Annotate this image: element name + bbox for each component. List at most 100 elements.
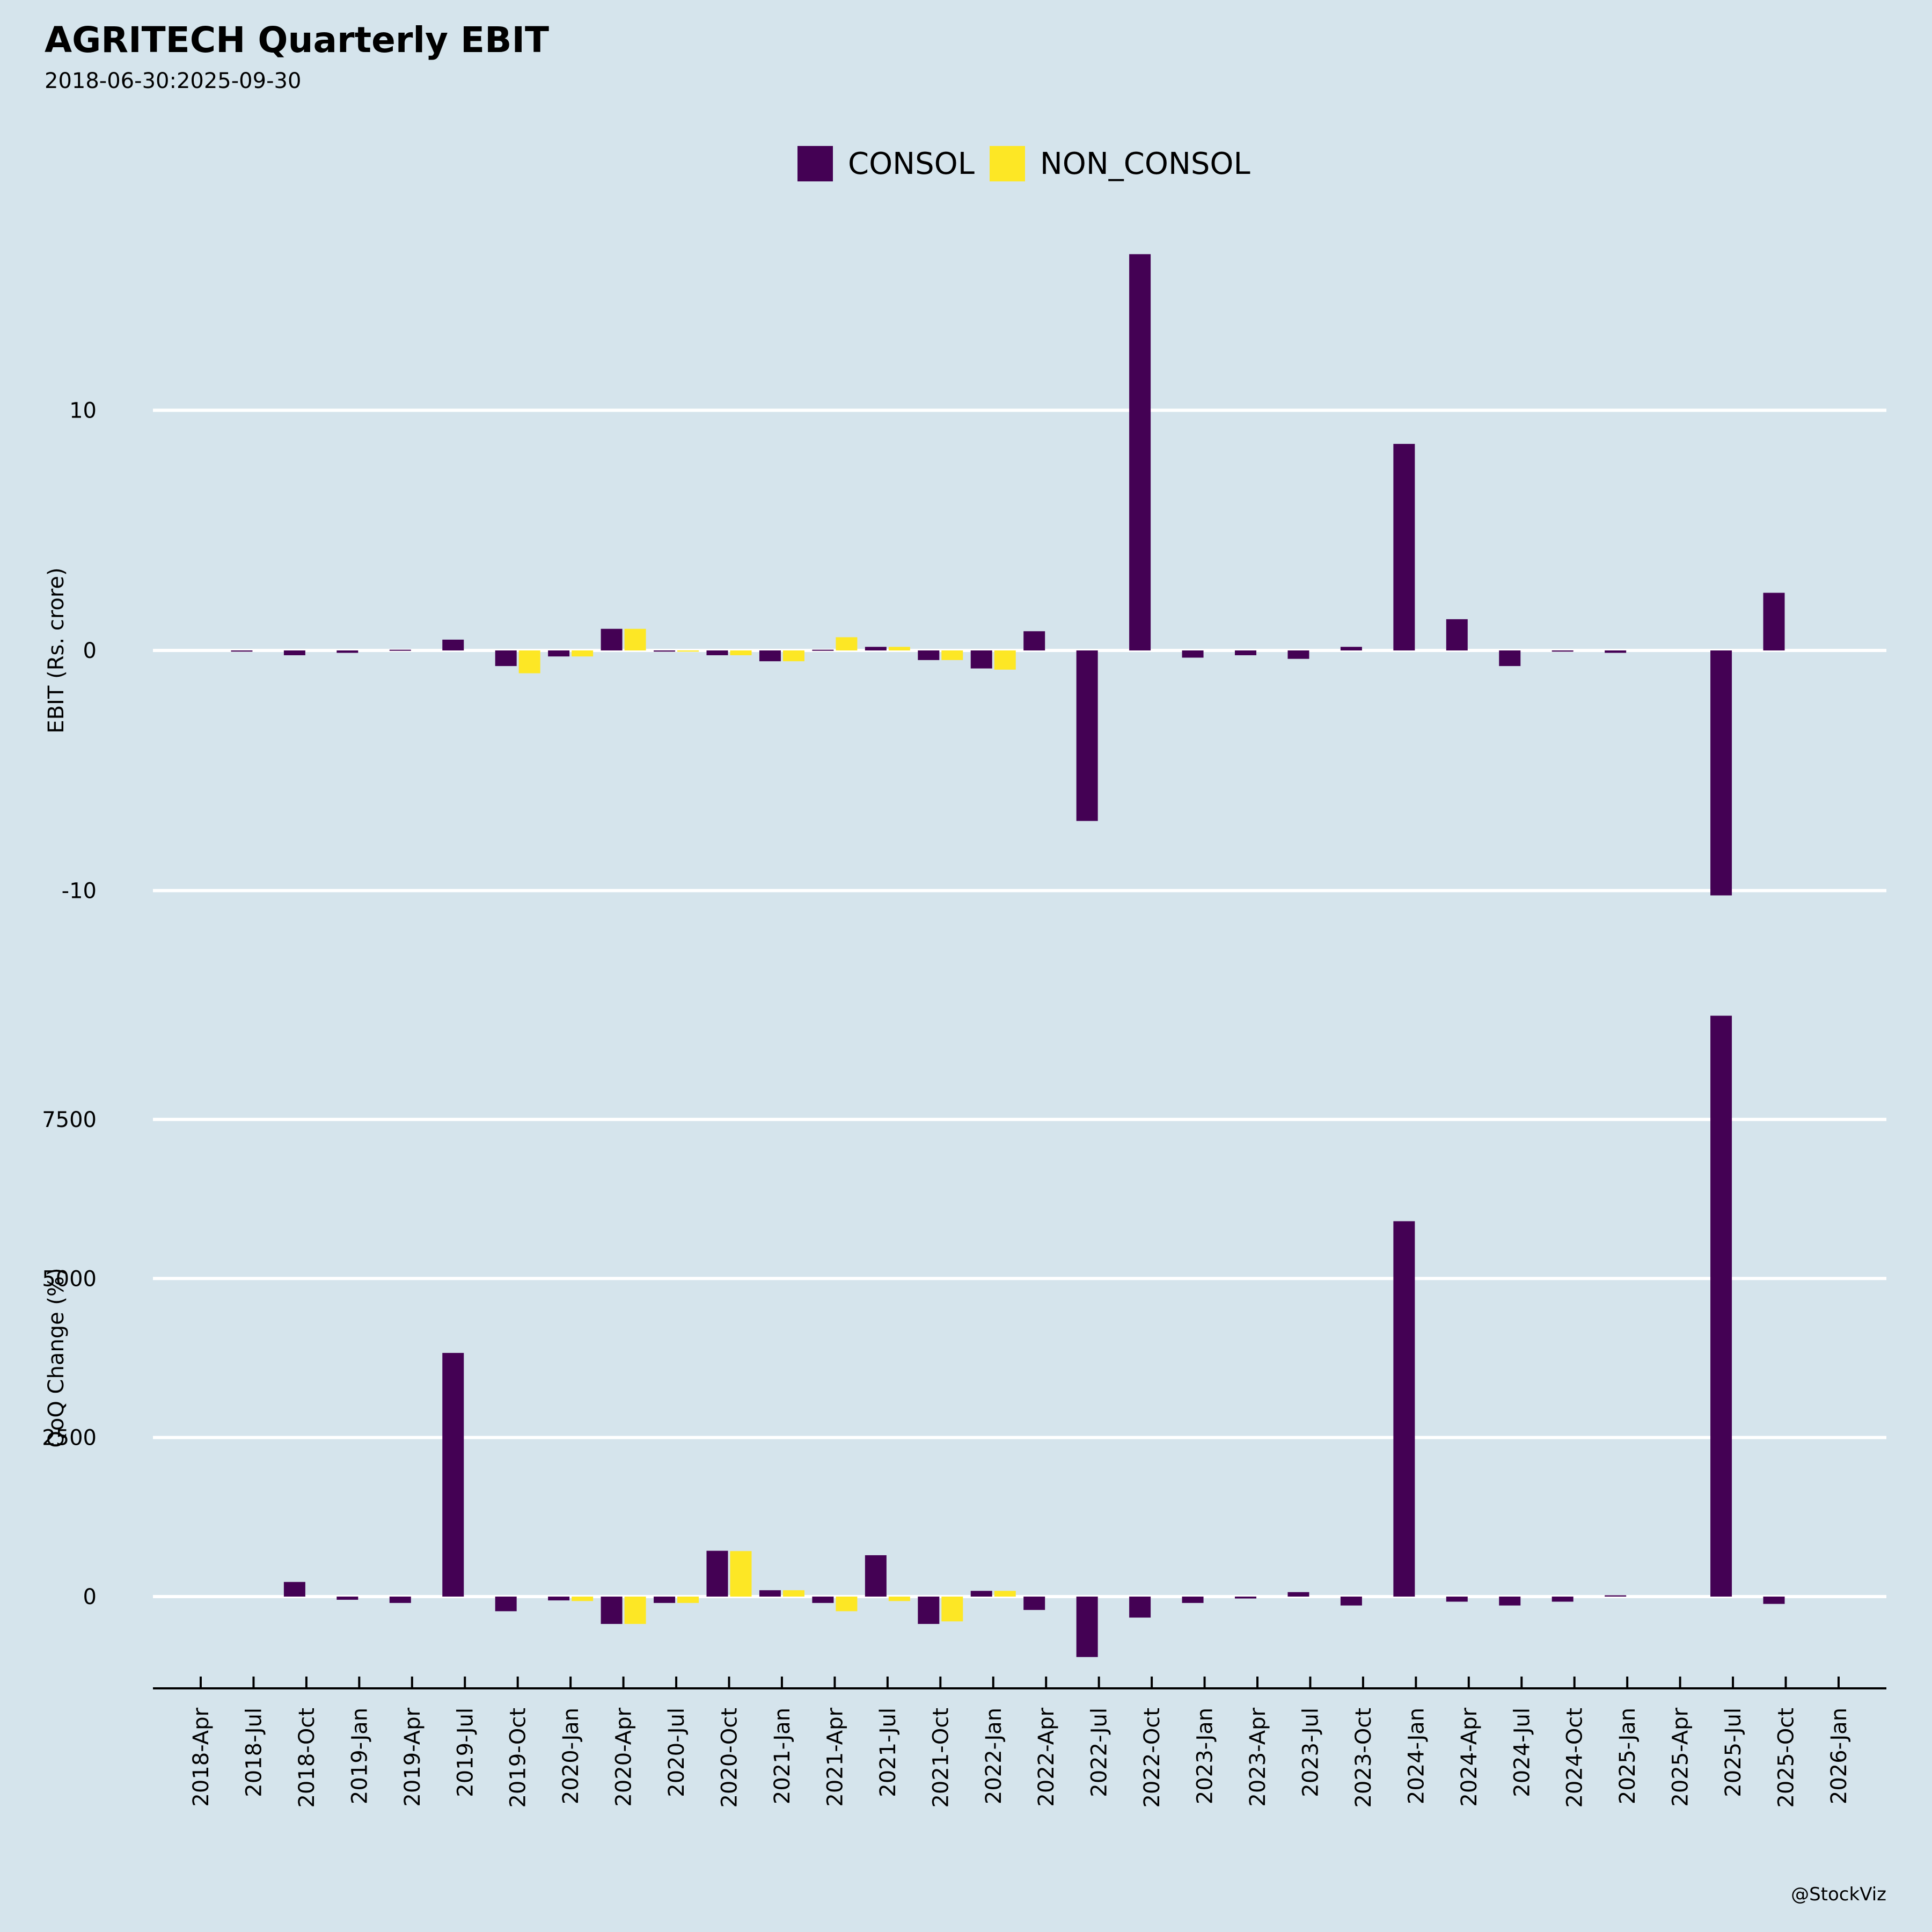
- qoq-bar-consol: [389, 1597, 411, 1603]
- x-tick-label: 2023-Jan: [1193, 1708, 1218, 1804]
- x-tick-label: 2019-Jan: [347, 1708, 372, 1804]
- ebit-bar-non-consol: [836, 637, 858, 650]
- qoq-bar-consol: [1605, 1595, 1627, 1597]
- ebit-bar-consol: [1605, 650, 1627, 653]
- x-tick-label: 2022-Jul: [1087, 1708, 1112, 1797]
- x-tick-label: 2021-Jan: [770, 1708, 795, 1804]
- x-tick-label: 2022-Apr: [1034, 1707, 1059, 1806]
- x-tick-label: 2023-Jul: [1298, 1708, 1323, 1797]
- legend-swatch-consol: [797, 146, 833, 181]
- qoq-bar-consol: [918, 1597, 940, 1624]
- qoq-bar-consol: [336, 1597, 358, 1600]
- qoq-bar-consol: [1182, 1597, 1204, 1603]
- qoq-bar-consol: [1499, 1597, 1521, 1606]
- ebit-bar-non-consol: [782, 650, 804, 662]
- ebit-bar-consol: [1076, 650, 1098, 821]
- ebit-bar-consol: [970, 650, 992, 669]
- legend-label-consol: CONSOL: [848, 146, 975, 181]
- y-axis-title-qoq: QoQ Change (%): [44, 1268, 69, 1447]
- qoq-bar-non-consol: [782, 1590, 804, 1597]
- qoq-bar-consol: [654, 1597, 676, 1603]
- ebit-bar-consol: [1129, 254, 1151, 650]
- qoq-bar-consol: [759, 1590, 781, 1597]
- qoq-bar-consol: [1287, 1592, 1309, 1597]
- qoq-bar-consol: [442, 1352, 464, 1597]
- ebit-bar-consol: [1499, 650, 1521, 667]
- legend-swatch-non-consol: [989, 146, 1025, 181]
- x-tick-label: 2023-Apr: [1246, 1707, 1270, 1806]
- y-axis-title-ebit: EBIT (Rs. crore): [44, 567, 69, 733]
- qoq-bar-non-consol: [572, 1597, 594, 1601]
- ebit-bar-consol: [1023, 631, 1045, 650]
- y-tick-label: 2500: [42, 1426, 97, 1451]
- x-tick-label: 2025-Apr: [1668, 1707, 1693, 1806]
- qoq-bar-consol: [495, 1597, 517, 1612]
- ebit-bar-consol: [1182, 650, 1204, 658]
- x-tick-label: 2018-Apr: [189, 1707, 214, 1806]
- qoq-bar-consol: [1763, 1597, 1785, 1604]
- ebit-bar-consol: [1710, 650, 1732, 896]
- ebit-bar-non-consol: [941, 650, 963, 660]
- x-tick-label: 2021-Oct: [928, 1708, 953, 1808]
- y-tick-label: 0: [83, 639, 97, 663]
- qoq-panel: 0 2500 5000 7500: [42, 1015, 1886, 1657]
- qoq-bar-consol: [1076, 1597, 1098, 1657]
- qoq-bar-consol: [1235, 1597, 1256, 1599]
- ebit-bar-consol: [389, 649, 411, 651]
- y-tick-label: 5000: [42, 1267, 97, 1291]
- chart-title: AGRITECH Quarterly EBIT: [45, 19, 550, 61]
- x-axis: 2018-Apr 2018-Jul 2018-Oct 2019-Jan 2019-Apr…: [153, 1677, 1886, 1808]
- y-tick-label: 0: [83, 1585, 97, 1609]
- x-tick-label: 2025-Jul: [1721, 1708, 1746, 1797]
- y-tick-label: 10: [69, 399, 97, 423]
- ebit-bar-non-consol: [518, 650, 540, 674]
- ebit-bar-consol: [654, 650, 676, 652]
- ebit-bar-consol: [865, 647, 887, 650]
- x-tick-label: 2020-Jan: [559, 1708, 583, 1804]
- qoq-bar-consol: [548, 1597, 570, 1601]
- qoq-bar-consol: [1393, 1221, 1415, 1597]
- x-tick-label: 2021-Jul: [876, 1708, 901, 1797]
- x-tick-label: 2019-Oct: [506, 1708, 531, 1808]
- qoq-bar-non-consol: [624, 1597, 646, 1624]
- x-tick-label: 2020-Jul: [664, 1708, 689, 1797]
- qoq-bar-consol: [1023, 1597, 1045, 1610]
- x-tick-label: 2020-Oct: [718, 1708, 742, 1808]
- ebit-bar-consol: [442, 639, 464, 650]
- x-tick-label: 2024-Apr: [1457, 1707, 1482, 1806]
- ebit-bar-consol: [1235, 650, 1256, 655]
- qoq-bar-non-consol: [836, 1597, 858, 1612]
- ebit-bar-consol: [1763, 592, 1785, 650]
- credit-label: @StockViz: [1791, 1884, 1886, 1905]
- x-tick-label: 2022-Jan: [982, 1708, 1006, 1804]
- ebit-panel: -10 0 10: [62, 254, 1886, 904]
- ebit-bar-consol: [548, 650, 570, 657]
- x-tick-label: 2024-Jan: [1404, 1708, 1429, 1804]
- x-tick-label: 2025-Oct: [1774, 1708, 1799, 1808]
- x-tick-label: 2025-Jan: [1615, 1708, 1640, 1804]
- x-tick-label: 2018-Jul: [241, 1708, 266, 1797]
- qoq-bar-consol: [1710, 1015, 1732, 1597]
- qoq-bar-consol: [812, 1597, 834, 1603]
- x-tick-label: 2022-Oct: [1140, 1708, 1165, 1808]
- qoq-bar-consol: [1446, 1597, 1468, 1602]
- ebit-bar-consol: [601, 628, 623, 650]
- x-tick-label: 2026-Jan: [1827, 1708, 1851, 1804]
- x-tick-label: 2023-Oct: [1351, 1708, 1376, 1808]
- x-tick-label: 2018-Oct: [295, 1708, 319, 1808]
- ebit-bar-consol: [495, 650, 517, 667]
- ebit-bar-consol: [706, 650, 728, 655]
- ebit-bar-consol: [1552, 650, 1574, 652]
- ebit-bar-consol: [336, 650, 358, 653]
- qoq-bar-non-consol: [994, 1591, 1016, 1597]
- qoq-bar-consol: [1340, 1597, 1362, 1606]
- qoq-bar-consol: [1552, 1597, 1574, 1602]
- ebit-bar-consol: [759, 650, 781, 662]
- ebit-bar-consol: [283, 650, 305, 655]
- x-tick-label: 2024-Oct: [1563, 1708, 1587, 1808]
- qoq-bar-consol: [706, 1550, 728, 1597]
- qoq-bar-consol: [283, 1582, 305, 1597]
- legend: CONSOL NON_CONSOL: [797, 146, 1265, 181]
- ebit-bar-non-consol: [624, 628, 646, 650]
- qoq-bar-non-consol: [941, 1597, 963, 1622]
